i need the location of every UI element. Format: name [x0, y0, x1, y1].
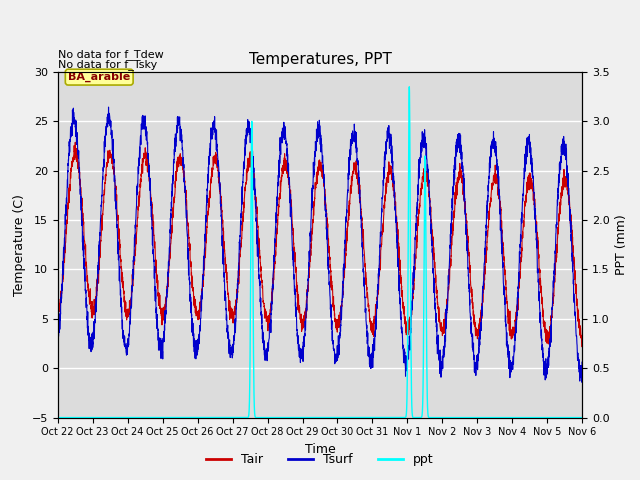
Text: BA_arable: BA_arable	[68, 72, 131, 82]
Text: No data for f_Tsky: No data for f_Tsky	[58, 59, 157, 70]
Y-axis label: Temperature (C): Temperature (C)	[13, 194, 26, 296]
X-axis label: Time: Time	[305, 443, 335, 456]
Title: Temperatures, PPT: Temperatures, PPT	[248, 52, 392, 67]
Text: No data for f_Tdew: No data for f_Tdew	[58, 49, 163, 60]
Y-axis label: PPT (mm): PPT (mm)	[616, 215, 628, 275]
Legend: Tair, Tsurf, ppt: Tair, Tsurf, ppt	[202, 448, 438, 471]
